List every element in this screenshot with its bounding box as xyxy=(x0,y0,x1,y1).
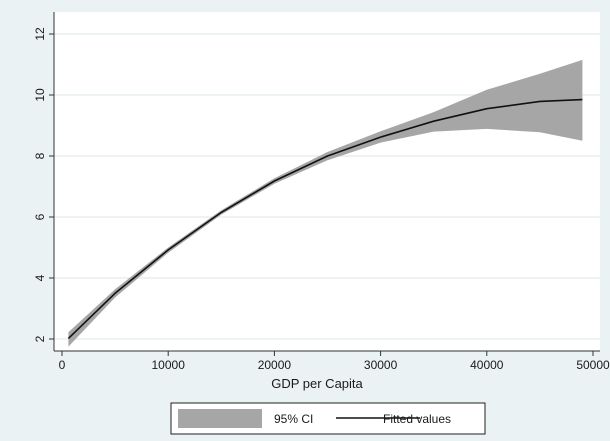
x-tick-label-3: 30000 xyxy=(364,358,398,372)
x-tick-label-4: 40000 xyxy=(470,358,504,372)
legend-label-ci: 95% CI xyxy=(274,412,313,426)
y-tick-label-0: 2 xyxy=(33,335,47,342)
ci-band xyxy=(68,59,583,347)
x-tick-label-0: 0 xyxy=(59,358,66,372)
y-tick-label-4: 10 xyxy=(33,88,47,102)
x-axis-ticks: 0 10000 20000 30000 40000 50000 xyxy=(59,351,610,372)
y-axis-ticks: 2 4 6 8 10 12 xyxy=(33,27,54,342)
fitted-values-line xyxy=(67,98,583,339)
y-tick-label-5: 12 xyxy=(33,27,47,41)
legend-label-fitted: Fitted values xyxy=(383,412,451,426)
y-tick-label-2: 6 xyxy=(33,213,47,220)
x-tick-label-5: 50000 xyxy=(576,358,610,372)
y-tick-label-3: 8 xyxy=(33,152,47,159)
plot-marks xyxy=(67,59,583,347)
y-tick-label-1: 4 xyxy=(33,274,47,281)
x-tick-label-2: 20000 xyxy=(258,358,292,372)
legend-swatch-ci xyxy=(178,409,262,428)
legend: 95% CI Fitted values xyxy=(170,402,486,435)
plot-area xyxy=(54,12,600,351)
x-axis-title: GDP per Capita xyxy=(271,376,363,391)
x-tick-label-1: 10000 xyxy=(152,358,186,372)
